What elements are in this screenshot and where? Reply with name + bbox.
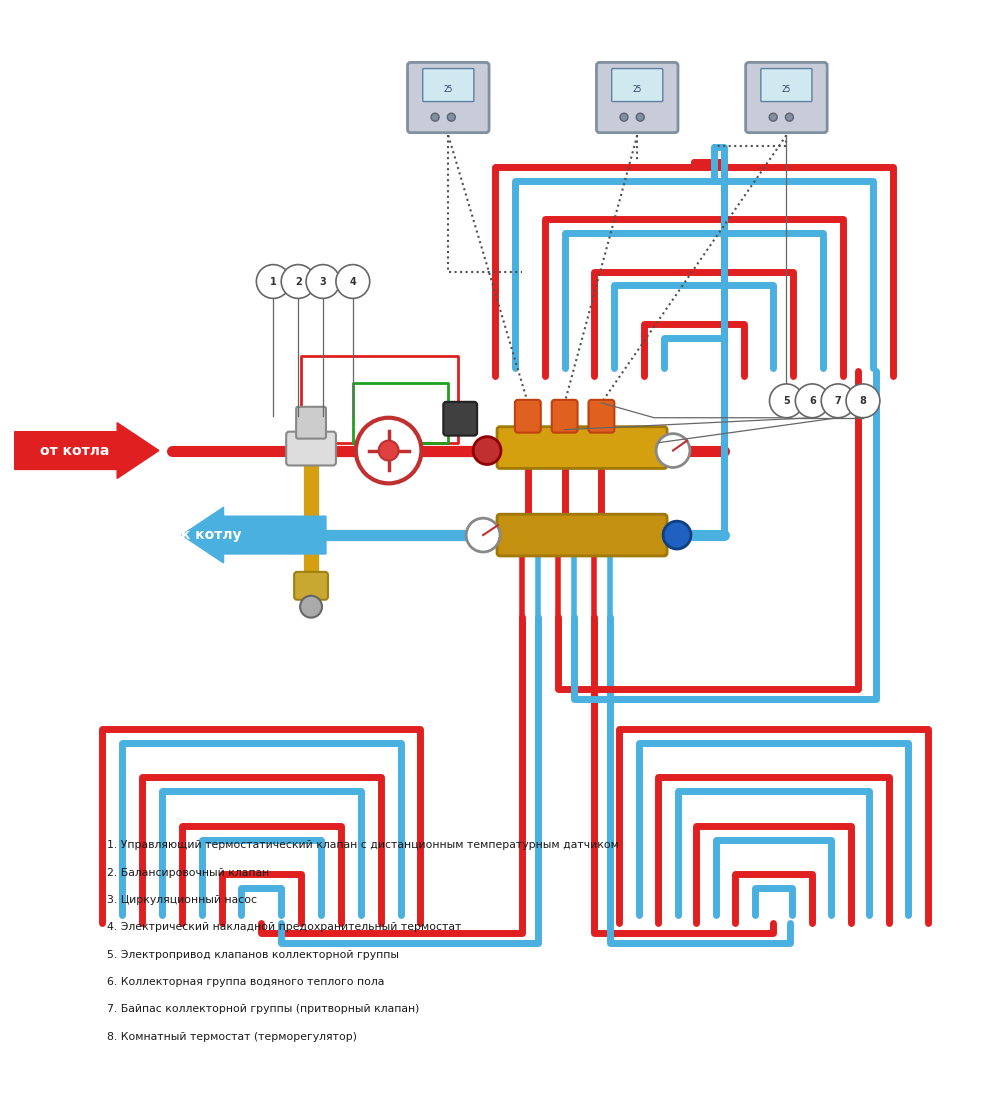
Text: 4: 4 [349, 276, 356, 286]
Text: 3. Циркуляционный насос: 3. Циркуляционный насос [107, 895, 257, 905]
Text: 25: 25 [444, 85, 453, 94]
Circle shape [769, 384, 803, 418]
Text: 1: 1 [270, 276, 277, 286]
FancyBboxPatch shape [443, 402, 477, 436]
FancyBboxPatch shape [596, 63, 678, 133]
FancyBboxPatch shape [294, 572, 328, 600]
Circle shape [281, 265, 315, 298]
FancyArrow shape [15, 422, 159, 478]
Text: 6: 6 [809, 396, 816, 406]
Circle shape [336, 265, 370, 298]
FancyBboxPatch shape [612, 68, 663, 101]
Text: 5: 5 [783, 396, 790, 406]
Circle shape [656, 433, 690, 468]
Circle shape [769, 113, 777, 121]
Text: 6. Коллекторная группа водяного теплого пола: 6. Коллекторная группа водяного теплого … [107, 977, 385, 987]
FancyBboxPatch shape [761, 68, 812, 101]
FancyBboxPatch shape [589, 399, 614, 432]
Circle shape [846, 384, 880, 418]
Circle shape [636, 113, 644, 121]
Circle shape [300, 596, 322, 617]
Circle shape [620, 113, 628, 121]
Circle shape [795, 384, 829, 418]
Circle shape [466, 518, 500, 552]
Text: 5. Электропривод клапанов коллекторной группы: 5. Электропривод клапанов коллекторной г… [107, 949, 399, 960]
FancyBboxPatch shape [296, 407, 326, 439]
Text: 1. Управляющий термостатический клапан с дистанционным температурным датчиком: 1. Управляющий термостатический клапан с… [107, 840, 619, 850]
Text: 7: 7 [835, 396, 841, 406]
FancyArrow shape [182, 507, 326, 563]
Circle shape [785, 113, 793, 121]
Text: к котлу: к котлу [181, 528, 242, 542]
Circle shape [473, 437, 501, 464]
Circle shape [821, 384, 855, 418]
FancyBboxPatch shape [746, 63, 827, 133]
Circle shape [431, 113, 439, 121]
FancyBboxPatch shape [552, 399, 578, 432]
Circle shape [356, 418, 421, 483]
Text: 8: 8 [860, 396, 866, 406]
Text: 4. Электрический накладной предохранительный термостат: 4. Электрический накладной предохранител… [107, 923, 462, 933]
Text: от котла: от котла [40, 443, 109, 458]
Text: 2. Балансировочный клапан: 2. Балансировочный клапан [107, 868, 269, 878]
Text: 25: 25 [633, 85, 642, 94]
Circle shape [306, 265, 340, 298]
Text: 25: 25 [782, 85, 791, 94]
FancyBboxPatch shape [515, 399, 541, 432]
Text: 3: 3 [320, 276, 326, 286]
Circle shape [256, 265, 290, 298]
Circle shape [447, 113, 455, 121]
Text: 8. Комнатный термостат (терморегулятор): 8. Комнатный термостат (терморегулятор) [107, 1032, 357, 1042]
FancyBboxPatch shape [408, 63, 489, 133]
Circle shape [663, 521, 691, 549]
FancyBboxPatch shape [423, 68, 474, 101]
Circle shape [379, 441, 399, 461]
FancyBboxPatch shape [497, 427, 667, 469]
Text: 2: 2 [295, 276, 302, 286]
FancyBboxPatch shape [497, 514, 667, 556]
FancyBboxPatch shape [286, 431, 336, 465]
Text: 7. Байпас коллекторной группы (притворный клапан): 7. Байпас коллекторной группы (притворны… [107, 1004, 420, 1014]
